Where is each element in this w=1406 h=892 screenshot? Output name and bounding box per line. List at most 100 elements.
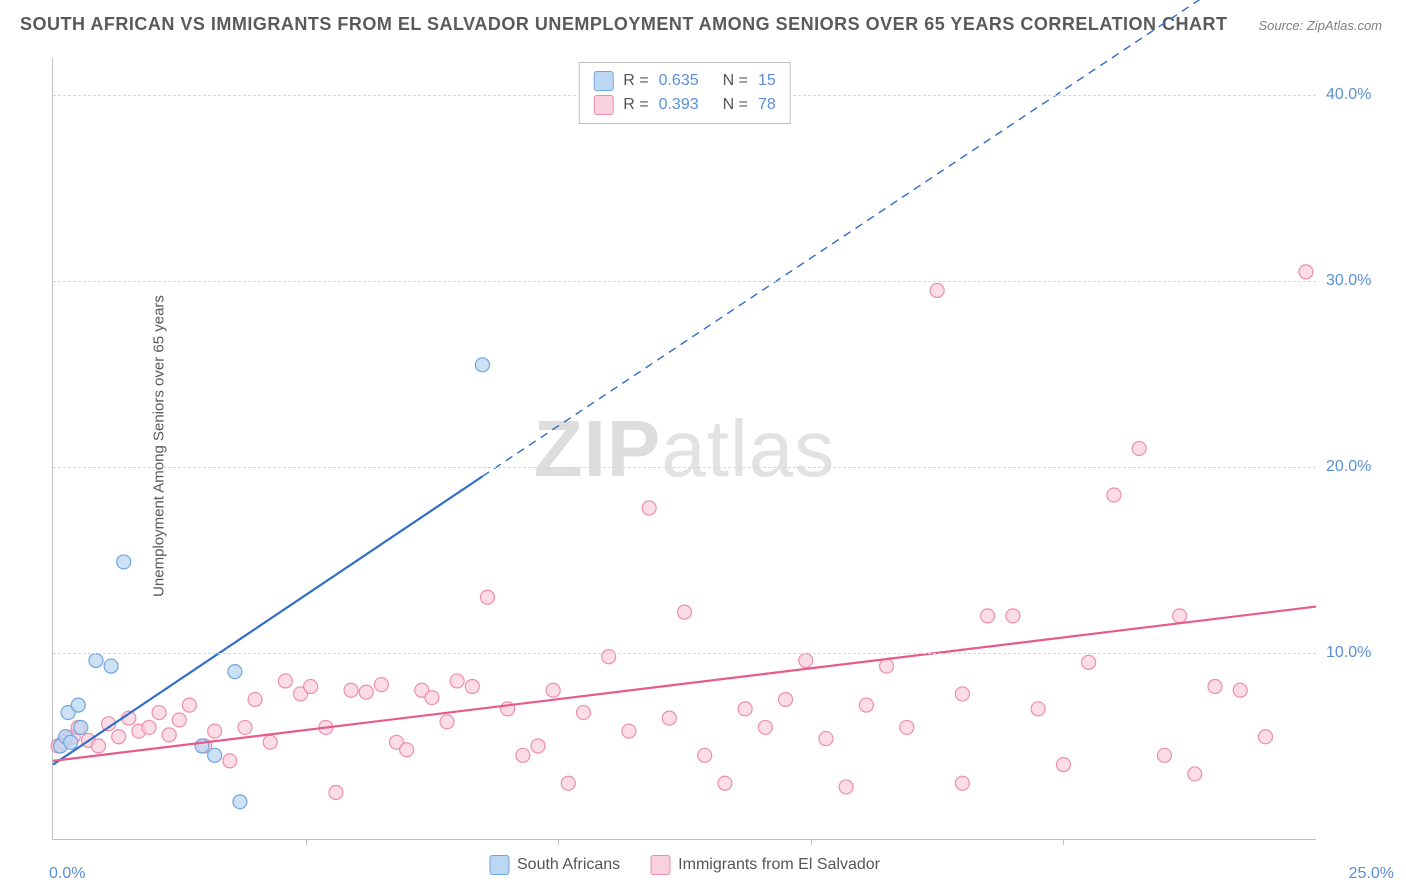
legend-r-value: 0.635 (659, 69, 699, 93)
legend-stats-row: R = 0.393N = 78 (593, 93, 776, 117)
scatter-point (880, 659, 894, 673)
scatter-point (1233, 683, 1247, 697)
legend-r-value: 0.393 (659, 93, 699, 117)
scatter-point (1258, 730, 1272, 744)
scatter-point (819, 732, 833, 746)
scatter-point (531, 739, 545, 753)
legend-label: South Africans (517, 856, 620, 874)
trend-line (53, 607, 1316, 761)
scatter-point (195, 739, 209, 753)
scatter-point (1157, 748, 1171, 762)
scatter-point (799, 653, 813, 667)
legend-r-label: R = (623, 69, 648, 93)
legend-label: Immigrants from El Salvador (678, 856, 880, 874)
scatter-point (102, 717, 116, 731)
scatter-point (319, 720, 333, 734)
scatter-point (465, 680, 479, 694)
x-tick-mark (558, 839, 559, 845)
scatter-point (1173, 609, 1187, 623)
scatter-point (1188, 767, 1202, 781)
trend-line (53, 476, 482, 764)
legend-series: South Africans Immigrants from El Salvado… (489, 855, 880, 875)
chart-svg (53, 58, 1316, 839)
scatter-point (955, 776, 969, 790)
legend-stats: R = 0.635N = 15R = 0.393N = 78 (578, 62, 791, 124)
scatter-point (839, 780, 853, 794)
plot-area: ZIPatlas 10.0%20.0%30.0%40.0%0.0%25.0%R … (52, 58, 1316, 840)
scatter-point (1056, 758, 1070, 772)
scatter-point (233, 795, 247, 809)
scatter-point (602, 650, 616, 664)
scatter-point (172, 713, 186, 727)
scatter-point (208, 748, 222, 762)
scatter-point (64, 735, 78, 749)
scatter-point (1132, 442, 1146, 456)
legend-item: Immigrants from El Salvador (650, 855, 880, 875)
scatter-point (698, 748, 712, 762)
scatter-point (758, 720, 772, 734)
scatter-point (622, 724, 636, 738)
scatter-point (228, 665, 242, 679)
scatter-point (61, 732, 75, 746)
scatter-point (104, 659, 118, 673)
scatter-point (1208, 680, 1222, 694)
scatter-point (182, 698, 196, 712)
scatter-point (779, 693, 793, 707)
scatter-point (475, 358, 489, 372)
scatter-point (294, 687, 308, 701)
y-tick-label: 20.0% (1326, 458, 1396, 476)
gridline-h (53, 467, 1316, 468)
chart-title: SOUTH AFRICAN VS IMMIGRANTS FROM EL SALV… (20, 14, 1228, 35)
gridline-h (53, 281, 1316, 282)
source-label: Source: ZipAtlas.com (1258, 18, 1382, 33)
scatter-point (66, 730, 80, 744)
scatter-point (516, 748, 530, 762)
scatter-point (718, 776, 732, 790)
scatter-point (1107, 488, 1121, 502)
scatter-point (425, 691, 439, 705)
y-tick-label: 10.0% (1326, 644, 1396, 662)
scatter-point (738, 702, 752, 716)
scatter-point (238, 720, 252, 734)
scatter-point (576, 706, 590, 720)
scatter-point (561, 776, 575, 790)
scatter-point (74, 720, 88, 734)
scatter-point (1082, 655, 1096, 669)
legend-n-value: 78 (758, 93, 776, 117)
legend-stats-row: R = 0.635N = 15 (593, 69, 776, 93)
scatter-point (344, 683, 358, 697)
x-tick-label: 0.0% (49, 865, 85, 883)
scatter-point (132, 724, 146, 738)
scatter-point (91, 739, 105, 753)
scatter-point (546, 683, 560, 697)
scatter-point (662, 711, 676, 725)
scatter-point (51, 739, 65, 753)
scatter-point (152, 706, 166, 720)
scatter-point (981, 609, 995, 623)
legend-swatch (593, 71, 613, 91)
legend-n-value: 15 (758, 69, 776, 93)
gridline-h (53, 653, 1316, 654)
scatter-point (208, 724, 222, 738)
legend-swatch (489, 855, 509, 875)
scatter-point (71, 720, 85, 734)
scatter-point (117, 555, 131, 569)
scatter-point (223, 754, 237, 768)
scatter-point (304, 680, 318, 694)
scatter-point (390, 735, 404, 749)
legend-swatch (650, 855, 670, 875)
scatter-point (1031, 702, 1045, 716)
y-tick-label: 30.0% (1326, 272, 1396, 290)
scatter-point (329, 786, 343, 800)
scatter-point (278, 674, 292, 688)
scatter-point (642, 501, 656, 515)
scatter-point (359, 685, 373, 699)
scatter-point (71, 698, 85, 712)
watermark: ZIPatlas (534, 403, 835, 495)
scatter-point (415, 683, 429, 697)
scatter-point (955, 687, 969, 701)
scatter-point (81, 733, 95, 747)
scatter-point (900, 720, 914, 734)
scatter-point (400, 743, 414, 757)
legend-r-label: R = (623, 93, 648, 117)
